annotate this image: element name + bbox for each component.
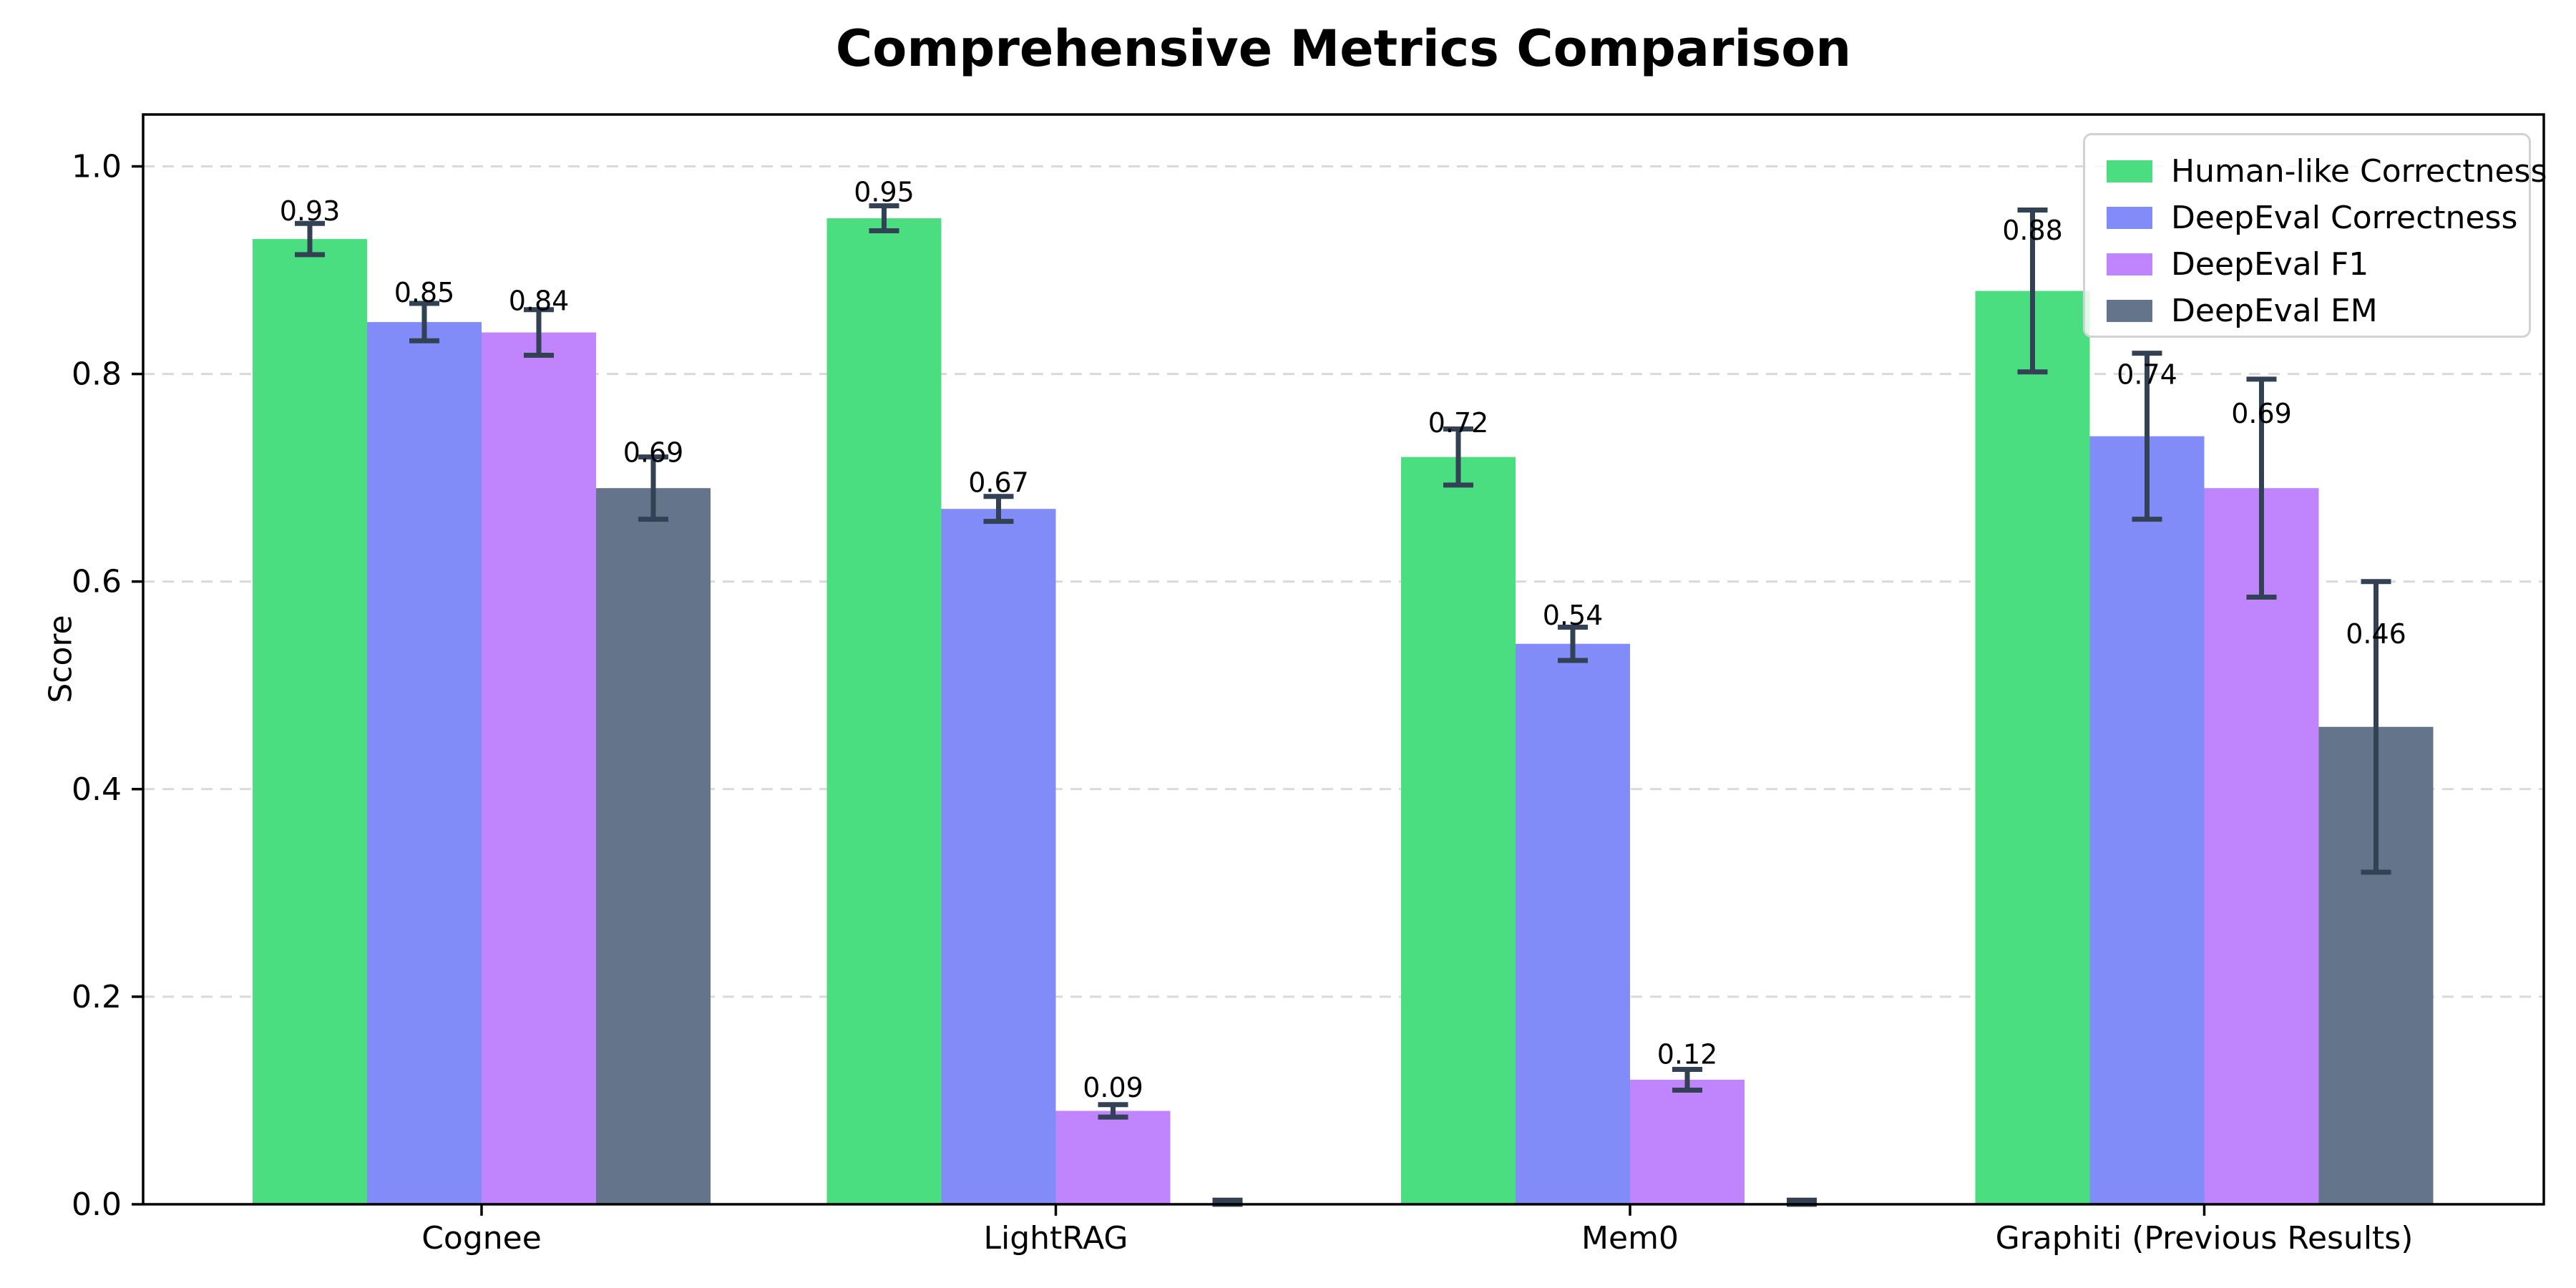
legend-swatch — [2107, 160, 2152, 182]
x-tick-label: Mem0 — [1581, 1220, 1679, 1257]
bar-value-label: 0.72 — [1428, 407, 1489, 439]
y-tick-label: 0.0 — [72, 1186, 122, 1223]
bar-value-label: 0.88 — [2002, 215, 2063, 246]
bar-value-label: 0.67 — [968, 467, 1029, 498]
legend: Human-like Correctness DeepEval Correctne… — [2083, 133, 2547, 338]
legend-item: DeepEval F1 — [2107, 245, 2529, 283]
x-tick-label: LightRAG — [983, 1220, 1128, 1257]
legend-label: DeepEval Correctness — [2171, 199, 2518, 236]
bar-value-label: 0.74 — [2117, 359, 2177, 391]
y-tick-label: 0.6 — [72, 564, 122, 600]
bar-0-1 — [367, 322, 482, 1205]
bar-0-2 — [482, 332, 596, 1205]
legend-swatch — [2107, 206, 2152, 229]
bar-1-1 — [941, 509, 1056, 1204]
bar-1-0 — [826, 218, 942, 1204]
legend-item: DeepEval EM — [2107, 292, 2529, 329]
x-tick-label: Cognee — [421, 1220, 542, 1257]
y-tick-label: 0.2 — [72, 979, 122, 1015]
chart-title: Comprehensive Metrics Comparison — [835, 19, 1852, 78]
bar-value-label: 0.09 — [1083, 1072, 1143, 1103]
bar-0-3 — [596, 488, 711, 1204]
bar-value-label: 0.95 — [854, 176, 914, 208]
y-tick-label: 0.4 — [72, 771, 122, 808]
bar-value-label: 0.69 — [2231, 398, 2292, 429]
y-tick-label: 0.8 — [72, 356, 122, 393]
y-tick-label: 1.0 — [72, 149, 122, 185]
legend-swatch — [2107, 299, 2152, 322]
axes-border — [142, 113, 2545, 1206]
legend-item: Human-like Correctness — [2107, 152, 2547, 190]
bar-value-label: 0.69 — [623, 436, 684, 468]
bar-value-label: 0.85 — [394, 277, 455, 308]
y-axis-label: Score — [42, 615, 79, 703]
bar-value-label: 0.54 — [1543, 600, 1604, 631]
bar-2-2 — [1630, 1079, 1745, 1204]
bar-value-label: 0.93 — [280, 195, 341, 227]
legend-item: DeepEval Correctness — [2107, 199, 2529, 236]
bar-3-2 — [2204, 488, 2319, 1204]
bar-value-label: 0.12 — [1657, 1039, 1718, 1070]
bar-3-1 — [2089, 436, 2205, 1204]
legend-swatch — [2107, 253, 2152, 275]
bar-0-0 — [253, 239, 367, 1204]
legend-label: Human-like Correctness — [2171, 152, 2547, 190]
bar-2-1 — [1516, 643, 1630, 1204]
bar-3-0 — [1975, 291, 2090, 1205]
bar-1-2 — [1055, 1111, 1171, 1204]
legend-label: DeepEval EM — [2171, 292, 2378, 329]
bar-value-label: 0.84 — [509, 286, 570, 317]
bar-2-0 — [1401, 457, 1516, 1204]
legend-label: DeepEval F1 — [2171, 245, 2369, 283]
x-tick-label: Graphiti (Previous Results) — [1996, 1220, 2414, 1257]
bar-value-label: 0.46 — [2346, 618, 2406, 650]
